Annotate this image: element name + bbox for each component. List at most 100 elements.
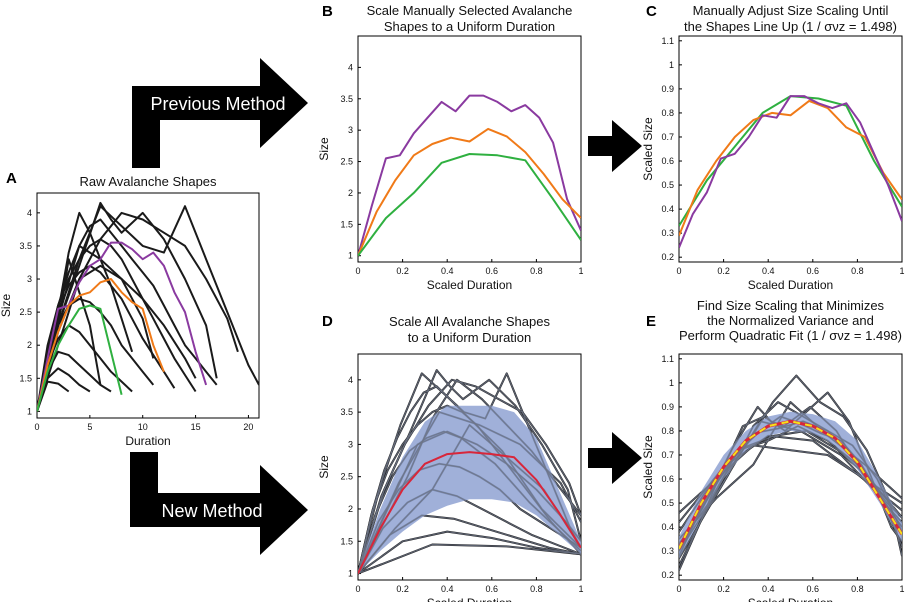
y-tick-label: 4 <box>348 375 353 385</box>
series-line-inner <box>358 385 581 574</box>
x-tick-label: 0.6 <box>486 584 499 594</box>
y-tick-label: 0.9 <box>661 84 674 94</box>
plot-area <box>358 94 581 257</box>
chart-title-line: Raw Avalanche Shapes <box>79 174 217 189</box>
y-tick-label: 0.5 <box>661 498 674 508</box>
chart-title-line: Find Size Scaling that Minimizes <box>697 298 885 313</box>
series-line-inner <box>679 374 902 566</box>
x-tick-label: 0 <box>676 584 681 594</box>
y-axis-label: Size <box>317 137 331 161</box>
panel-label: B <box>322 3 333 20</box>
plot-frame <box>357 35 582 263</box>
plot-frame <box>357 353 582 581</box>
x-tick-label: 1 <box>578 266 583 276</box>
y-tick-label: 0.7 <box>661 450 674 460</box>
x-tick-label: 0.8 <box>530 584 543 594</box>
y-tick-label: 1 <box>348 251 353 261</box>
series-line-inner <box>358 371 581 574</box>
series-line-inner <box>358 488 581 574</box>
x-tick-label: 0 <box>355 266 360 276</box>
series-line-red <box>358 451 581 574</box>
series-line-raw <box>37 264 197 412</box>
y-tick-label: 3 <box>348 439 353 449</box>
y-tick-label: 3.5 <box>340 94 353 104</box>
right-arrow-top <box>588 120 642 172</box>
x-axis-label: Scaled Duration <box>748 278 833 292</box>
y-axis-label: Size <box>317 455 331 479</box>
x-tick-label: 5 <box>87 422 92 432</box>
y-tick-label: 2 <box>348 188 353 198</box>
y-tick-label: 0.8 <box>661 426 674 436</box>
chart-title-line: Shapes to a Uniform Duration <box>384 19 555 34</box>
series-line-inner <box>358 514 581 574</box>
plot-frame <box>678 35 903 263</box>
y-tick-label: 0.6 <box>661 474 674 484</box>
series-line-inner <box>358 463 581 574</box>
plot-area <box>679 374 902 571</box>
x-tick-label: 0.2 <box>717 266 730 276</box>
plot-frame <box>678 353 903 581</box>
series-line-green <box>37 304 123 412</box>
y-axis-label: Size <box>0 294 13 318</box>
panel-label: C <box>646 3 657 20</box>
y-tick-label: 1 <box>669 60 674 70</box>
y-tick-label: 0.5 <box>661 180 674 190</box>
plot-frame <box>36 192 260 419</box>
quadratic-fit-line <box>679 419 902 550</box>
series-line-orange <box>358 127 581 257</box>
y-tick-label: 0.9 <box>661 402 674 412</box>
x-tick-label: 0.8 <box>851 266 864 276</box>
y-tick-label: 0.6 <box>661 156 674 166</box>
plot-area <box>37 201 259 412</box>
x-tick-label: 10 <box>138 422 148 432</box>
y-tick-label: 2 <box>348 504 353 514</box>
y-tick-label: 3 <box>348 125 353 135</box>
series-line-inner <box>358 378 581 574</box>
y-tick-label: 3 <box>27 274 32 284</box>
x-tick-label: 0.6 <box>486 266 499 276</box>
y-tick-label: 0.7 <box>661 132 674 142</box>
series-line-inner <box>358 411 581 574</box>
y-tick-label: 1.1 <box>661 36 674 46</box>
panel-label: E <box>646 313 656 330</box>
y-tick-label: 2.5 <box>19 307 32 317</box>
series-line-inner <box>358 530 581 574</box>
x-tick-label: 0 <box>34 422 39 432</box>
series-line-raw <box>37 201 218 412</box>
plot-area <box>358 368 581 575</box>
series-line-inner <box>679 401 902 559</box>
y-tick-label: 4 <box>27 208 32 218</box>
y-tick-label: 1.1 <box>661 354 674 364</box>
x-tick-label: 0.2 <box>717 584 730 594</box>
previous-method-label: Previous Method <box>150 94 285 114</box>
series-line-raw <box>37 218 218 412</box>
y-tick-label: 0.3 <box>661 228 674 238</box>
series-line-purple <box>37 241 208 412</box>
series-line-inner <box>358 430 581 574</box>
y-tick-label: 0.2 <box>661 252 674 262</box>
series-line-orange <box>37 278 165 412</box>
x-tick-label: 0.4 <box>441 266 454 276</box>
y-axis-label: Scaled Size <box>641 117 655 181</box>
y-tick-label: 3.5 <box>19 241 32 251</box>
y-tick-label: 0.8 <box>661 108 674 118</box>
y-tick-label: 1.5 <box>340 219 353 229</box>
panel-label: D <box>322 313 333 330</box>
chart-title-line: Scale All Avalanche Shapes <box>389 314 550 329</box>
x-tick-label: 1 <box>899 266 904 276</box>
panel-b: B Scale Manually Selected AvalancheShapes… <box>317 3 584 292</box>
previous-arrow-shape <box>132 58 308 168</box>
chart-title-line: to a Uniform Duration <box>408 330 532 345</box>
x-axis-label: Scaled Duration <box>427 596 512 602</box>
series-line-purple <box>358 94 581 256</box>
chart-title-line: Manually Adjust Size Scaling Until <box>693 3 889 18</box>
series-line-purple <box>679 95 902 248</box>
chart-title-line: Scale Manually Selected Avalanche <box>367 3 573 18</box>
x-tick-label: 0.4 <box>762 584 775 594</box>
x-tick-label: 0.8 <box>851 584 864 594</box>
x-tick-label: 1 <box>899 584 904 594</box>
previous-method-arrow: Previous Method <box>132 58 308 168</box>
series-line-green <box>358 153 581 257</box>
